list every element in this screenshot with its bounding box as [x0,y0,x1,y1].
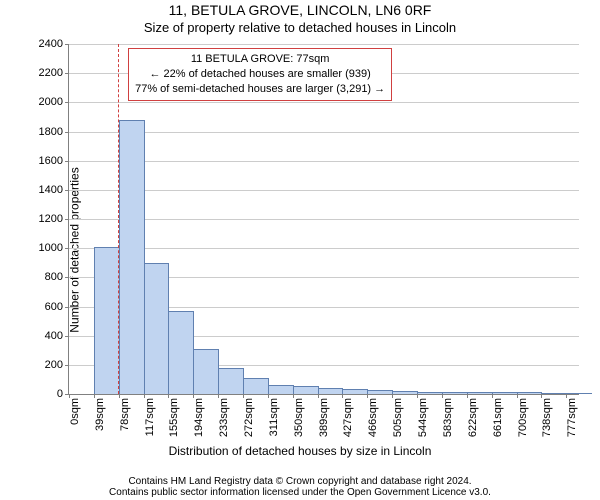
chart-container: 11, BETULA GROVE, LINCOLN, LN6 0RF Size … [0,0,600,500]
histogram-bar [119,120,145,394]
y-tick-label: 2200 [39,67,63,79]
histogram-bar [541,393,567,394]
chart-title-main: 11, BETULA GROVE, LINCOLN, LN6 0RF [0,2,600,18]
info-box-line: 77% of semi-detached houses are larger (… [135,82,385,97]
histogram-bar [144,263,170,394]
x-tick-label: 583sqm [442,398,454,437]
y-tick-label: 400 [45,330,63,342]
y-tick-label: 2400 [39,38,63,50]
x-axis-label: Distribution of detached houses by size … [0,444,600,458]
y-tick-mark [65,73,69,74]
grid-line [69,190,579,191]
grid-line [69,132,579,133]
x-tick-label: 311sqm [268,398,280,436]
y-tick-mark [65,365,69,366]
y-tick-label: 1200 [39,213,63,225]
grid-line [69,102,579,103]
x-tick-label: 505sqm [392,398,404,437]
histogram-bar [318,388,344,394]
y-tick-label: 200 [45,359,63,371]
x-tick-label: 233sqm [218,398,230,437]
footer-line-1: Contains HM Land Registry data © Crown c… [0,476,600,487]
y-tick-label: 0 [57,388,63,400]
y-tick-mark [65,190,69,191]
y-tick-label: 1800 [39,126,63,138]
y-tick-mark [65,336,69,337]
y-tick-mark [65,102,69,103]
grid-line [69,44,579,45]
y-tick-mark [65,248,69,249]
x-tick-label: 738sqm [541,398,553,437]
x-tick-label: 389sqm [318,398,330,437]
y-tick-mark [65,219,69,220]
x-tick-label: 350sqm [293,398,305,437]
chart-footer: Contains HM Land Registry data © Crown c… [0,476,600,498]
histogram-bar [268,385,294,394]
y-tick-mark [65,277,69,278]
x-tick-label: 544sqm [417,398,429,437]
grid-line [69,248,579,249]
histogram-bar [218,368,244,394]
y-tick-label: 800 [45,271,63,283]
grid-line [69,219,579,220]
marker-line [118,44,119,394]
y-tick-label: 2000 [39,96,63,108]
x-tick-label: 78sqm [119,398,131,431]
histogram-bar [467,392,493,394]
plot-area: 0200400600800100012001400160018002000220… [68,44,579,395]
x-tick-label: 661sqm [492,398,504,437]
histogram-bar [367,390,393,394]
y-tick-mark [65,307,69,308]
histogram-bar [442,392,468,394]
footer-line-2: Contains public sector information licen… [0,487,600,498]
info-box: 11 BETULA GROVE: 77sqm← 22% of detached … [128,48,392,101]
info-box-line: ← 22% of detached houses are smaller (93… [135,67,385,82]
grid-line [69,161,579,162]
y-tick-label: 600 [45,301,63,313]
chart-title-sub: Size of property relative to detached ho… [0,20,600,35]
histogram-bar [342,389,368,394]
y-tick-mark [65,132,69,133]
x-tick-label: 117sqm [144,398,156,436]
histogram-bar [193,349,219,394]
y-tick-label: 1000 [39,242,63,254]
x-tick-label: 39sqm [94,398,106,431]
y-tick-label: 1400 [39,184,63,196]
x-tick-label: 622sqm [467,398,479,437]
x-tick-label: 272sqm [243,398,255,437]
x-tick-label: 155sqm [168,398,180,437]
histogram-bar [243,378,269,394]
histogram-bar [517,392,543,394]
x-tick-label: 777sqm [566,398,578,437]
histogram-bar [566,393,592,394]
histogram-bar [293,386,319,394]
x-tick-label: 0sqm [69,398,81,425]
histogram-bar [492,392,518,394]
histogram-bar [94,247,120,394]
histogram-bar [168,311,194,394]
y-tick-label: 1600 [39,155,63,167]
y-tick-mark [65,161,69,162]
x-tick-label: 194sqm [193,398,205,437]
x-tick-label: 427sqm [342,398,354,437]
x-tick-label: 700sqm [517,398,529,437]
x-tick-label: 466sqm [367,398,379,437]
histogram-bar [417,392,443,394]
y-tick-mark [65,44,69,45]
histogram-bar [392,391,418,394]
info-box-line: 11 BETULA GROVE: 77sqm [135,52,385,67]
